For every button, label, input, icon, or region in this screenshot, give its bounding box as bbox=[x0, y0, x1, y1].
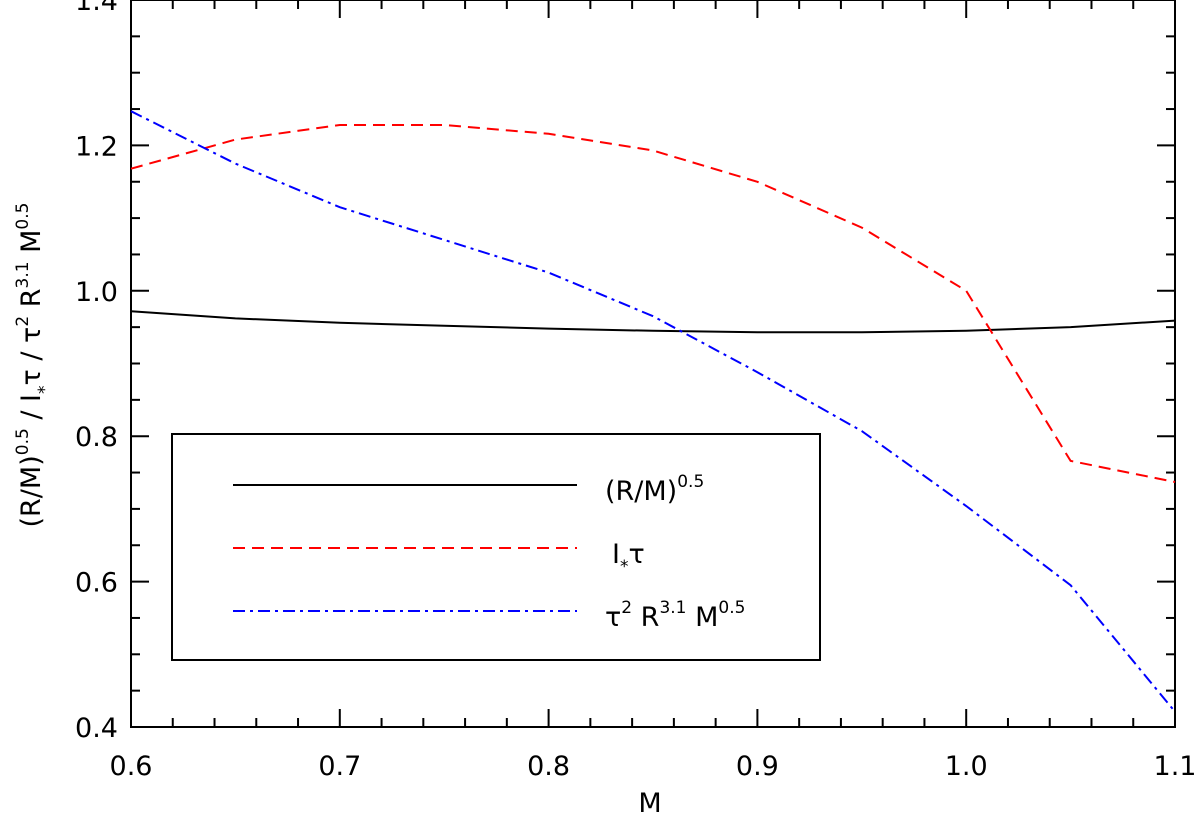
x-tick-label: 1.1 bbox=[1154, 751, 1197, 782]
legend-label-itau: I*τ bbox=[612, 539, 645, 577]
x-tick-label: 0.9 bbox=[736, 751, 779, 782]
series-line-dashdot bbox=[130, 110, 1176, 713]
series-line-dashed bbox=[130, 124, 1176, 483]
y-axis-label: (R/M)0.5 / I*τ / τ2 R3.1 M0.5 bbox=[13, 203, 55, 528]
legend-label-rm: (R/M)0.5 bbox=[605, 472, 704, 507]
y-tick-label: 1.2 bbox=[75, 131, 118, 162]
x-tick-label: 0.7 bbox=[318, 751, 361, 782]
legend-label-tau2: τ2 R3.1 M0.5 bbox=[605, 598, 745, 633]
series-line-solid bbox=[130, 310, 1176, 334]
series-lines bbox=[130, 110, 1176, 713]
x-axis-label: M bbox=[638, 788, 661, 819]
y-tick-label: 0.6 bbox=[75, 568, 118, 599]
y-tick-labels: 0.4 0.6 0.8 1.0 1.2 1.4 bbox=[75, 0, 118, 744]
x-tick-label: 0.8 bbox=[527, 751, 570, 782]
axis-ticks bbox=[130, 0, 1176, 728]
legend: (R/M)0.5 I*τ τ2 R3.1 M0.5 bbox=[171, 433, 821, 661]
y-tick-label: 0.4 bbox=[75, 713, 118, 744]
y-tick-label: 1.4 bbox=[75, 0, 118, 17]
legend-box bbox=[171, 433, 821, 661]
y-tick-label: 0.8 bbox=[75, 422, 118, 453]
y-tick-label: 1.0 bbox=[75, 277, 118, 308]
x-tick-labels: 0.6 0.7 0.8 0.9 1.0 1.1 bbox=[110, 751, 1197, 782]
x-tick-label: 0.6 bbox=[110, 751, 153, 782]
x-tick-label: 1.0 bbox=[945, 751, 988, 782]
